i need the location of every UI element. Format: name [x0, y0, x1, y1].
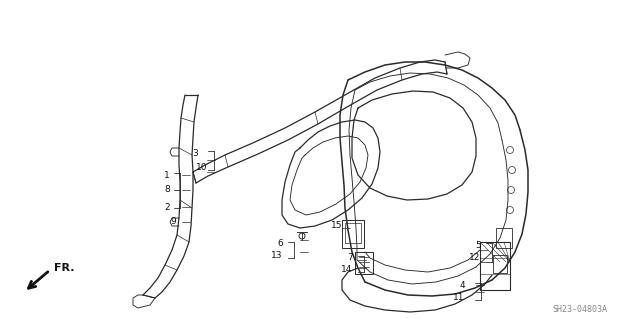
Text: 2: 2: [164, 203, 170, 211]
Bar: [493, 255, 507, 273]
Text: 9: 9: [170, 218, 176, 226]
Text: 3: 3: [192, 149, 198, 158]
Text: 13: 13: [271, 251, 283, 261]
Bar: [342, 220, 364, 248]
Text: 5: 5: [475, 241, 481, 249]
Text: 4: 4: [459, 280, 465, 290]
Text: 7: 7: [347, 254, 353, 263]
Text: FR.: FR.: [54, 263, 74, 273]
Text: 10: 10: [196, 162, 208, 172]
Bar: [345, 223, 361, 243]
Text: 6: 6: [277, 240, 283, 249]
Text: 12: 12: [469, 254, 481, 263]
Bar: [355, 252, 373, 274]
Text: 8: 8: [164, 186, 170, 195]
Text: 14: 14: [341, 265, 353, 275]
Bar: [496, 228, 512, 248]
Text: 1: 1: [164, 170, 170, 180]
Bar: [480, 242, 510, 290]
Text: 11: 11: [453, 293, 465, 301]
Text: SH23-04803A: SH23-04803A: [552, 306, 607, 315]
Text: 15: 15: [332, 220, 343, 229]
